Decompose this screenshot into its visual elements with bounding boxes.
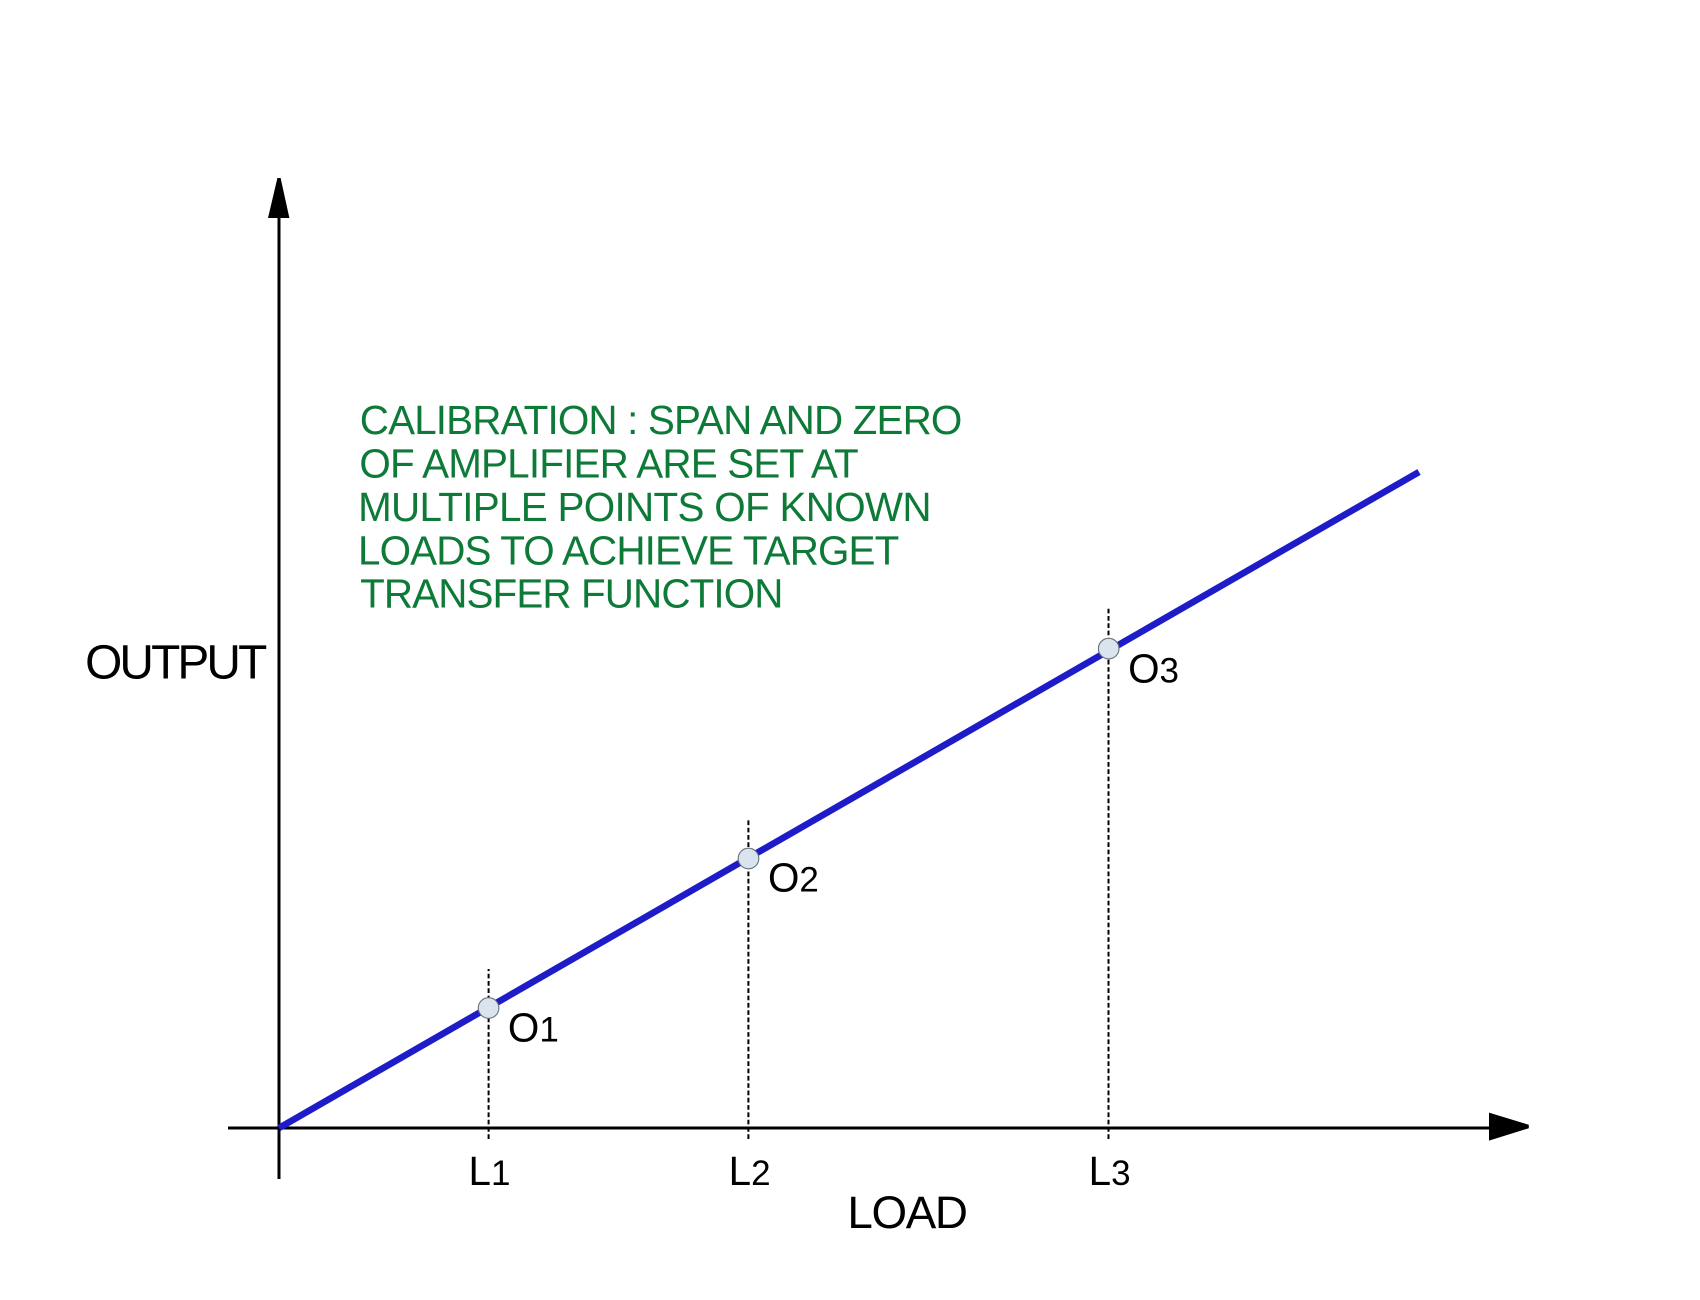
svg-text:L2: L2	[729, 1148, 771, 1194]
svg-text:OF AMPLIFIER ARE SET AT: OF AMPLIFIER ARE SET AT	[359, 441, 858, 487]
svg-text:L1: L1	[469, 1148, 511, 1194]
svg-text:L3: L3	[1089, 1148, 1131, 1194]
svg-text:LOADS TO ACHIEVE TARGET: LOADS TO ACHIEVE TARGET	[358, 528, 899, 574]
svg-text:LOAD: LOAD	[847, 1187, 968, 1238]
svg-text:OUTPUT: OUTPUT	[85, 637, 267, 690]
svg-text:CALIBRATION : SPAN AND ZERO: CALIBRATION : SPAN AND ZERO	[360, 397, 963, 443]
svg-text:O1: O1	[508, 1005, 559, 1051]
svg-text:MULTIPLE POINTS OF KNOWN: MULTIPLE POINTS OF KNOWN	[358, 484, 931, 530]
svg-text:O3: O3	[1128, 645, 1179, 691]
svg-text:TRANSFER FUNCTION: TRANSFER FUNCTION	[360, 571, 783, 617]
svg-text:O2: O2	[768, 855, 819, 901]
